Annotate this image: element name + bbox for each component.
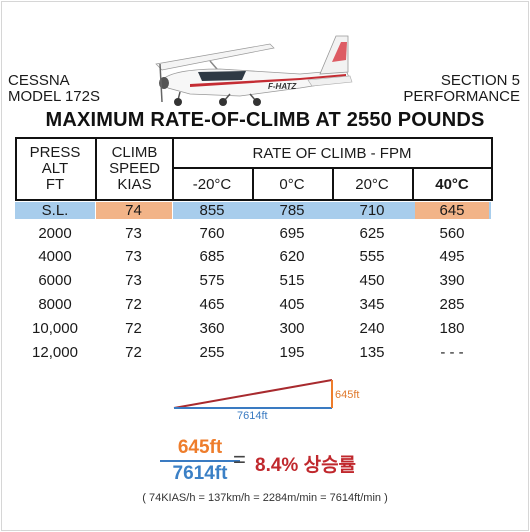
rise-label: 645ft xyxy=(335,389,360,401)
highlight-orange xyxy=(415,202,489,219)
performance-label: PERFORMANCE xyxy=(403,88,520,105)
rate-of-climb-header: RATE OF CLIMB - FPM xyxy=(252,145,412,162)
hypotenuse-line xyxy=(173,379,333,409)
equals-sign: = xyxy=(233,447,246,472)
rate-of-climb-table: PRESS ALT FT CLIMB SPEED KIAS RATE OF CL… xyxy=(15,137,493,365)
table-divider xyxy=(252,168,254,201)
page-title: MAXIMUM RATE-OF-CLIMB AT 2550 POUNDS xyxy=(45,109,485,131)
table-top-border xyxy=(15,137,493,139)
table-divider xyxy=(332,168,334,201)
temp-header: 20°C xyxy=(355,176,389,193)
aircraft-registration: F-HATZ xyxy=(268,82,297,91)
fraction-numerator: 645ft xyxy=(177,437,223,458)
document-header-right: SECTION 5 PERFORMANCE xyxy=(403,73,520,105)
highlight-orange xyxy=(96,202,172,219)
highlight-blue xyxy=(15,202,95,219)
model-label: MODEL 172S xyxy=(8,88,100,105)
climb-ratio-fraction: 645ft 7614ft xyxy=(160,437,240,485)
climb-gradient-triangle xyxy=(173,379,333,409)
fraction-denominator: 7614ft xyxy=(172,463,228,484)
fraction-bar xyxy=(160,460,240,462)
climb-rate-result: 8.4% 상승률 xyxy=(255,455,357,476)
table-right-border xyxy=(491,137,493,201)
table-divider xyxy=(412,168,414,201)
document-header-left: CESSNA MODEL 172S xyxy=(8,73,100,105)
highlight-blue xyxy=(173,202,491,219)
climb-speed-header: CLIMB SPEED KIAS xyxy=(109,144,160,193)
section-label: SECTION 5 xyxy=(440,72,520,89)
cessna-airplane-illustration: F-HATZ xyxy=(155,35,353,106)
highlight-row-sea-level xyxy=(15,202,493,219)
temp-header: -20°C xyxy=(192,176,232,193)
run-label: 7614ft xyxy=(237,410,268,422)
temp-header: 0°C xyxy=(279,176,305,193)
table-header-bottom-line xyxy=(15,199,493,201)
table-divider xyxy=(95,137,97,201)
conversion-footnote: ( 74KIAS/h = 137km/h = 2284m/min = 7614f… xyxy=(142,492,388,504)
table-divider xyxy=(172,137,174,201)
press-alt-header: PRESS ALT FT xyxy=(29,144,81,193)
manufacturer-label: CESSNA xyxy=(8,72,70,89)
table-left-border xyxy=(15,137,17,201)
temp-header-highlighted: 40°C xyxy=(435,176,469,193)
